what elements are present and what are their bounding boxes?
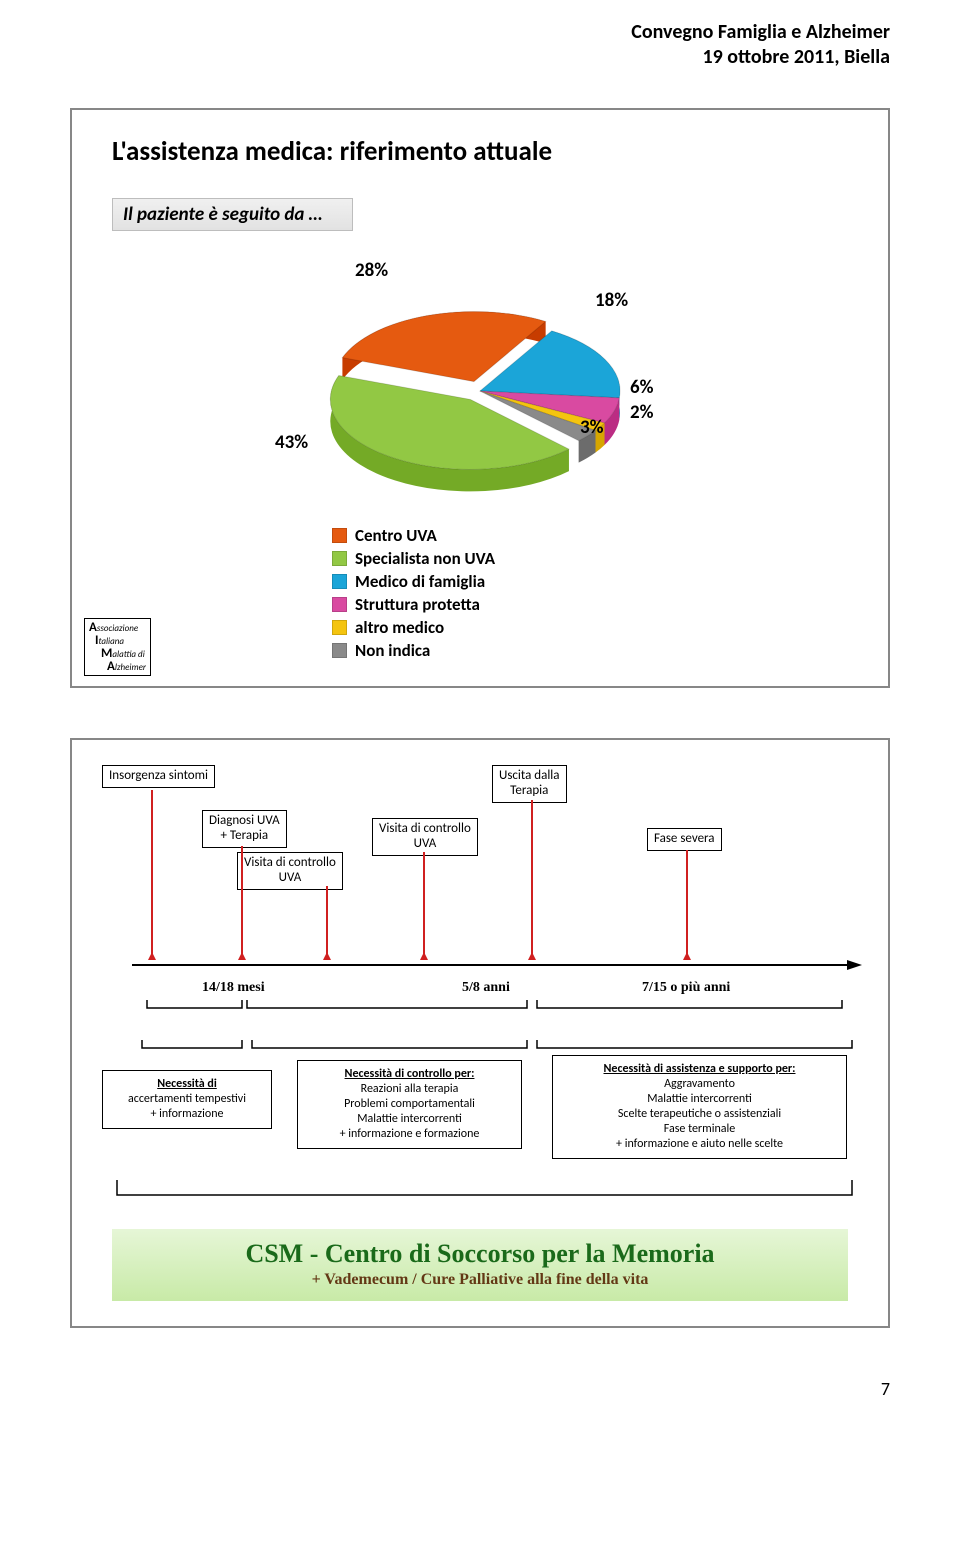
page-header: Convegno Famiglia e Alzheimer 19 ottobre… (0, 0, 960, 78)
legend-swatch (332, 528, 347, 543)
pie-legend: Centro UVASpecialista non UVAMedico di f… (332, 525, 888, 661)
period-2: 5/8 anni (462, 980, 510, 996)
legend-label: Non indica (355, 640, 430, 661)
legend-item: Centro UVA (332, 525, 888, 546)
legend-swatch (332, 620, 347, 635)
legend-swatch (332, 643, 347, 658)
need-box-3: Necessità di assistenza e supporto per: … (552, 1055, 847, 1159)
pct-43: 43% (275, 431, 308, 454)
legend-swatch (332, 597, 347, 612)
header-line-2: 19 ottobre 2011, Biella (0, 45, 890, 70)
timeline-svg (72, 740, 892, 1060)
legend-item: Medico di famiglia (332, 571, 888, 592)
pie-svg (200, 241, 760, 521)
pct-3: 3% (580, 416, 603, 439)
legend-label: Specialista non UVA (355, 548, 495, 569)
period-1: 14/18 mesi (202, 980, 265, 996)
legend-label: Struttura protetta (355, 594, 480, 615)
legend-item: Specialista non UVA (332, 548, 888, 569)
aima-logo: Associazione Italiana Malattia di Alzhei… (84, 618, 151, 676)
csm-bar: CSM - Centro di Soccorso per la Memoria … (112, 1229, 848, 1301)
legend-item: Struttura protetta (332, 594, 888, 615)
legend-label: Centro UVA (355, 525, 437, 546)
slide-2: Insorgenza sintomi Diagnosi UVA + Terapi… (70, 738, 890, 1328)
page-number: 7 (0, 1378, 960, 1420)
pct-6: 6% (630, 376, 653, 399)
need-box-2: Necessità di controllo per: Reazioni all… (297, 1060, 522, 1149)
pct-18: 18% (595, 289, 628, 312)
period-3: 7/15 o più anni (642, 980, 730, 996)
legend-item: altro medico (332, 617, 888, 638)
csm-sub: + Vademecum / Cure Palliative alla fine … (122, 1271, 838, 1289)
pie-chart: 28% 43% 18% 6% 2% 3% (200, 241, 760, 521)
slide1-title: L'assistenza medica: riferimento attuale (72, 110, 888, 168)
pct-28: 28% (355, 259, 388, 282)
slide-1: L'assistenza medica: riferimento attuale… (70, 108, 890, 688)
legend-label: Medico di famiglia (355, 571, 485, 592)
need-box-1: Necessità di accertamenti tempestivi + i… (102, 1070, 272, 1129)
csm-title: CSM - Centro di Soccorso per la Memoria (122, 1239, 838, 1269)
slide1-subtitle: Il paziente è seguito da … (112, 198, 353, 231)
header-line-1: Convegno Famiglia e Alzheimer (0, 20, 890, 45)
legend-item: Non indica (332, 640, 888, 661)
legend-swatch (332, 551, 347, 566)
legend-label: altro medico (355, 617, 444, 638)
pct-2: 2% (630, 401, 653, 424)
legend-swatch (332, 574, 347, 589)
